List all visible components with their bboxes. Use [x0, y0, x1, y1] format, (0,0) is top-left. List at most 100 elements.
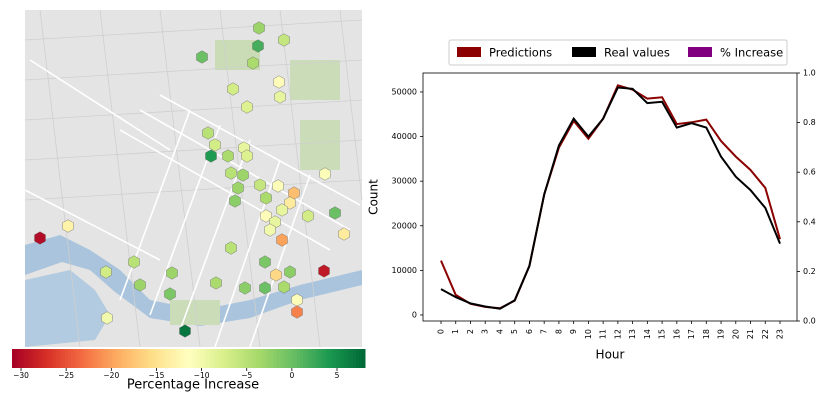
x-tick-label: 21 [746, 329, 755, 339]
colorbar-step [170, 349, 175, 368]
legend-swatch [688, 47, 712, 57]
x-axis-label: Hour [596, 348, 625, 362]
hexagon [101, 311, 113, 325]
colorbar-step [267, 349, 272, 368]
colorbar-step [138, 349, 142, 368]
colorbar-step [150, 349, 154, 368]
colorbar-step [309, 349, 313, 368]
hexes [34, 21, 350, 338]
hexagon [264, 223, 276, 237]
colorbar-step [235, 349, 240, 368]
colorbar-step [94, 349, 98, 368]
hexagon [274, 90, 286, 104]
colorbar-step [220, 349, 225, 368]
colorbar-step [156, 349, 160, 368]
colorbar-step [282, 349, 287, 368]
colorbar-step [323, 349, 328, 368]
colorbar-tick-label: 0 [289, 371, 294, 380]
y-tick-label: 0 [412, 310, 417, 319]
colorbar-step [100, 349, 104, 368]
x-tick-label: 13 [628, 329, 637, 339]
x-tick-label: 19 [717, 329, 726, 339]
x-tick-label: 7 [540, 329, 549, 334]
park [300, 120, 340, 170]
hexagon [329, 206, 341, 220]
colorbar-step [112, 349, 116, 368]
colorbar: −30 −25 −20 −15 −10 −5 0 5 [12, 349, 366, 380]
hexagon [210, 276, 222, 290]
colorbar-step [194, 349, 198, 368]
colorbar-step [314, 349, 319, 368]
colorbar-tick-label: −5 [241, 371, 252, 380]
colorbar-step [312, 349, 316, 368]
plot: 0 10000 20000 30000 40000 50000 0.0 0.2 0.4 0.6 0.… [392, 69, 816, 340]
colorbar-step [117, 349, 122, 368]
legend-label: % Increase [720, 46, 783, 60]
x-tick-label: 18 [702, 329, 711, 339]
colorbar-step [344, 349, 348, 368]
river [25, 235, 362, 326]
x-tick-label: 16 [672, 329, 681, 339]
hexagon [225, 241, 237, 255]
colorbar-step [162, 349, 166, 368]
colorbar-step [262, 349, 266, 368]
colorbar-step [109, 349, 113, 368]
colorbar-step [335, 349, 340, 368]
hexagon [270, 268, 282, 282]
colorbar-tick-label: −25 [58, 371, 74, 380]
colorbar-step [306, 349, 310, 368]
colorbar-step [300, 349, 304, 368]
colorbar-step [297, 349, 301, 368]
colorbar-step [350, 349, 354, 368]
colorbar-step [247, 349, 251, 368]
colorbar-step [50, 349, 54, 368]
colorbar-step [70, 349, 75, 368]
x-tick-label: 14 [643, 329, 652, 339]
colorbar-step [338, 349, 342, 368]
y-axis-label: Count [367, 179, 381, 215]
x-tick-label: 0 [437, 329, 446, 334]
hexagon [227, 82, 239, 96]
hexagon [239, 281, 251, 295]
x-tick-label: 10 [584, 329, 593, 339]
colorbar-step [29, 349, 34, 368]
hexagon [276, 233, 288, 247]
hexagon [100, 265, 112, 279]
colorbar-step [347, 349, 351, 368]
colorbar-step [82, 349, 87, 368]
hexagon [205, 149, 217, 163]
hexagon [222, 149, 234, 163]
colorbar-step [17, 349, 22, 368]
colorbar-step [256, 349, 260, 368]
hexagon [237, 168, 249, 182]
colorbar-step [276, 349, 281, 368]
colorbar-step [167, 349, 172, 368]
colorbar-tick-label: −30 [13, 371, 29, 380]
colorbar-step [64, 349, 69, 368]
colorbar-step [244, 349, 248, 368]
legend-swatch [572, 47, 596, 57]
x-tick-label: 11 [599, 329, 608, 339]
hexagon [254, 178, 266, 192]
hexagon [302, 209, 314, 223]
colorbar-step [288, 349, 292, 368]
colorbar-step [303, 349, 307, 368]
x-tick-label: 2 [466, 329, 475, 334]
colorbar-step [123, 349, 128, 368]
colorbar-step [47, 349, 51, 368]
colorbar-step [106, 349, 110, 368]
x-tick-label: 20 [731, 329, 740, 339]
hexagon [278, 280, 290, 294]
x-tick-label: 17 [687, 329, 696, 339]
colorbar-step [317, 349, 322, 368]
hexagon [260, 191, 272, 205]
colorbar-step [353, 349, 357, 368]
colorbar-step [173, 349, 178, 368]
hexagon [272, 179, 284, 193]
colorbar-step [253, 349, 257, 368]
colorbar-step [238, 349, 242, 368]
hexagon [196, 50, 208, 64]
colorbar-step [270, 349, 275, 368]
x-tick-label: 15 [658, 329, 667, 339]
colorbar-step [362, 349, 366, 368]
